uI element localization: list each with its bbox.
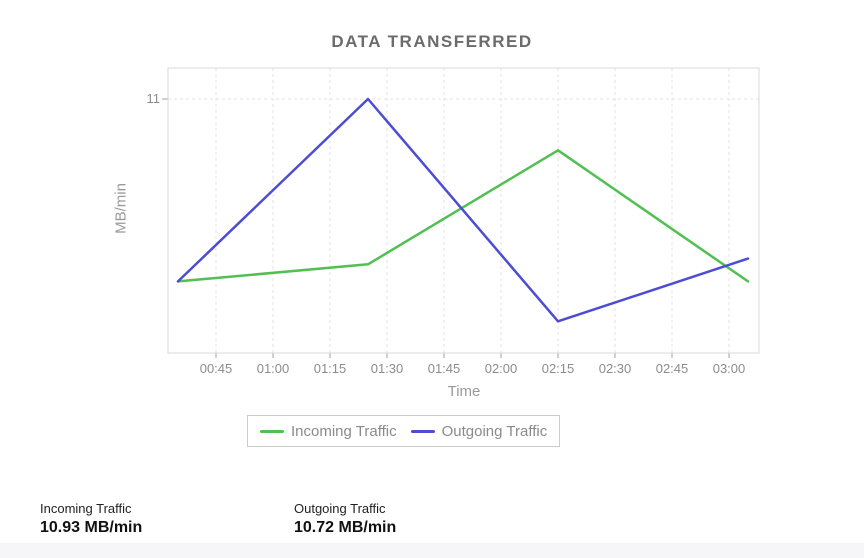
legend-label: Incoming Traffic xyxy=(291,422,397,440)
x-tick-label: 01:15 xyxy=(313,361,347,376)
x-tick-label: 02:00 xyxy=(484,361,518,376)
x-tick-label: 01:45 xyxy=(427,361,461,376)
footer-strip xyxy=(0,543,864,558)
outgoing-line-swatch-icon xyxy=(410,429,435,433)
incoming-traffic-stat: Incoming Traffic 10.93 MB/min xyxy=(40,501,142,537)
legend-item-incoming[interactable]: Incoming Traffic xyxy=(260,423,397,440)
series-line-outgoing-traffic xyxy=(176,97,750,323)
x-tick-label: 02:45 xyxy=(655,361,689,376)
x-axis-title: Time xyxy=(447,383,481,400)
x-tick-label: 02:15 xyxy=(541,361,575,376)
chart-title: DATA TRANSFERRED xyxy=(331,32,533,51)
outgoing-traffic-stat: Outgoing Traffic 10.72 MB/min xyxy=(294,501,396,537)
legend-item-outgoing[interactable]: Outgoing Traffic xyxy=(410,422,548,440)
plot-area xyxy=(162,67,760,358)
incoming-line-swatch-icon xyxy=(260,429,284,433)
stat-label: Incoming Traffic xyxy=(40,501,132,516)
x-tick-label: 03:00 xyxy=(712,361,746,376)
stat-value: 10.72 MB/min xyxy=(294,519,397,536)
x-tick-label: 00:45 xyxy=(199,361,233,376)
x-tick-label: 01:00 xyxy=(256,361,290,376)
stat-value: 10.93 MB/min xyxy=(40,519,143,536)
plot-border xyxy=(167,67,760,354)
legend-label: Outgoing Traffic xyxy=(441,422,548,440)
x-tick-label: 01:30 xyxy=(370,361,404,376)
y-axis-title: MB/min xyxy=(112,183,130,234)
stat-label: Outgoing Traffic xyxy=(294,501,386,516)
x-tick-label: 02:30 xyxy=(598,361,632,376)
series-line-incoming-traffic xyxy=(176,149,750,283)
chart-legend: Incoming Traffic Outgoing Traffic xyxy=(247,415,561,447)
y-tick-label: 11 xyxy=(146,91,161,106)
